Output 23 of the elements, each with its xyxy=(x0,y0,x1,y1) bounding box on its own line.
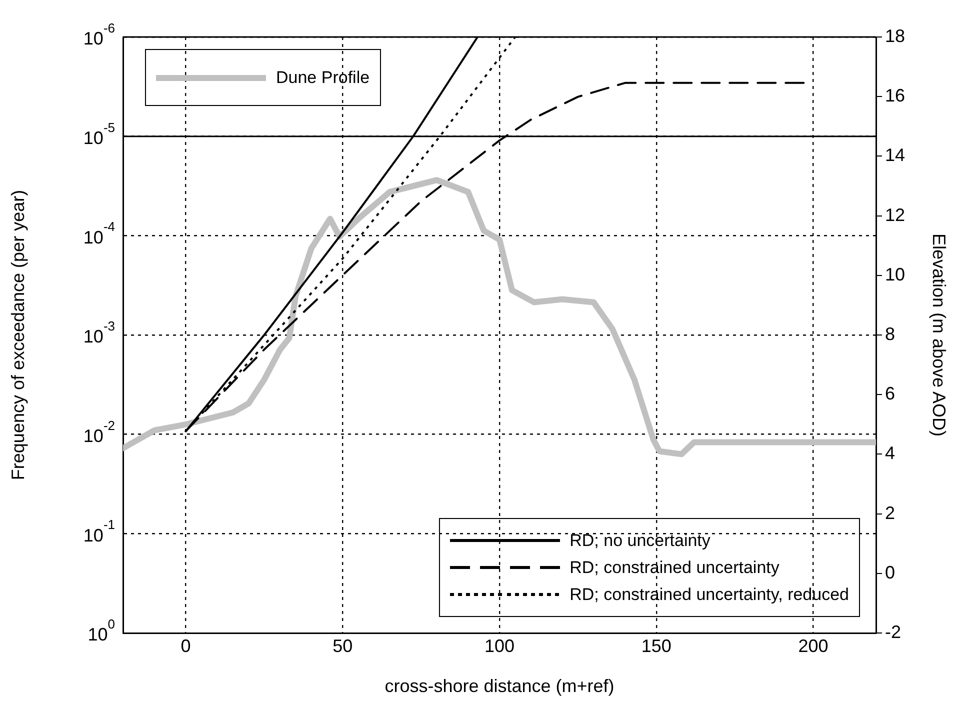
y2-tick-label: -2 xyxy=(885,622,902,642)
legend-label: RD; constrained uncertainty xyxy=(570,558,780,578)
x-tick-label: 0 xyxy=(180,636,191,656)
y2-tick-label: 16 xyxy=(885,86,906,106)
y2-tick-label: 10 xyxy=(885,264,906,284)
legend-label: RD; no uncertainty xyxy=(570,530,710,550)
y2-tick-label: 2 xyxy=(885,502,896,523)
y2-tick-label: 18 xyxy=(885,26,906,46)
x-tick-label: 50 xyxy=(332,636,353,656)
legend-label: Dune Profile xyxy=(276,68,370,88)
y2-tick-label: 8 xyxy=(885,324,896,344)
y2-tick-label: 4 xyxy=(885,443,896,464)
y2-tick-label: 0 xyxy=(885,562,896,582)
legend-label: RD; constrained uncertainty, reduced xyxy=(570,584,849,604)
y2-axis-title: Elevation (m above AOD) xyxy=(929,233,950,437)
y-axis-title: Frequency of exceedance (per year) xyxy=(8,190,28,480)
x-axis-title: cross-shore distance (m+ref) xyxy=(384,676,614,696)
x-tick-label: 200 xyxy=(798,636,828,656)
x-tick-label: 150 xyxy=(641,636,672,656)
y2-tick-label: 14 xyxy=(885,145,906,166)
x-tick-label: 100 xyxy=(484,636,515,656)
y2-tick-label: 12 xyxy=(885,204,906,225)
y2-tick-label: 6 xyxy=(885,384,896,404)
